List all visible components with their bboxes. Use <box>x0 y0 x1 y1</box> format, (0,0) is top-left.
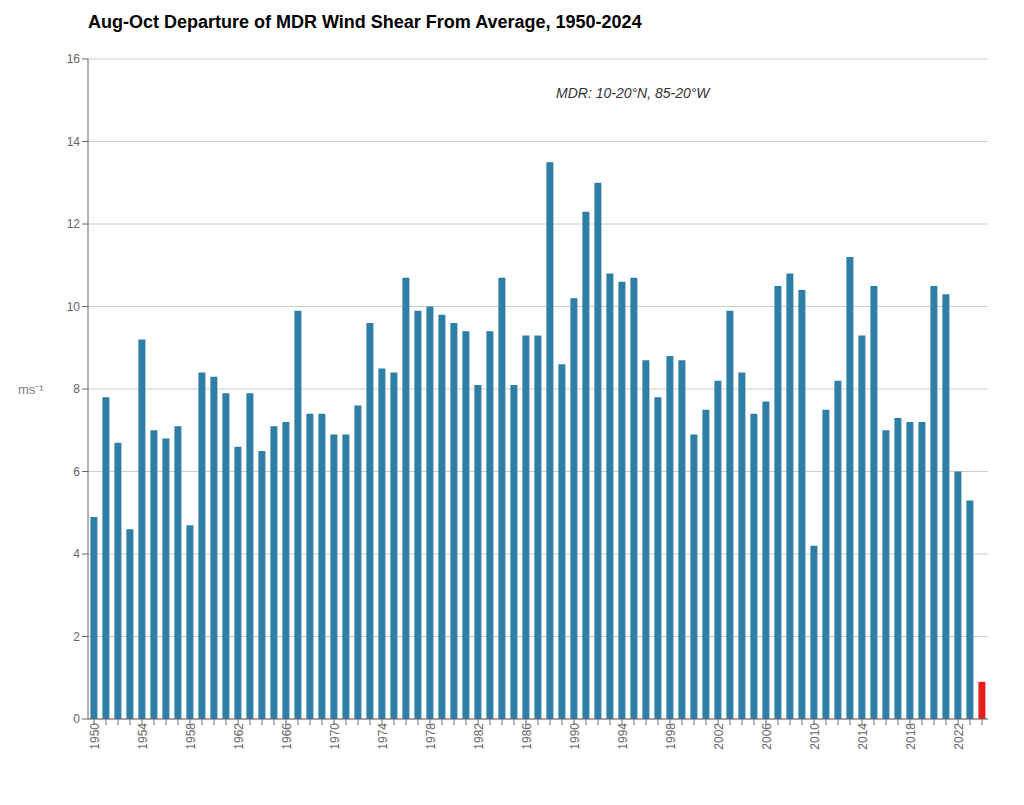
svg-text:1994: 1994 <box>616 723 630 750</box>
svg-text:1966: 1966 <box>280 723 294 750</box>
svg-text:12: 12 <box>67 217 81 231</box>
svg-text:2018: 2018 <box>904 723 918 750</box>
svg-text:1986: 1986 <box>520 723 534 750</box>
svg-text:ms⁻¹: ms⁻¹ <box>18 382 44 397</box>
svg-text:1958: 1958 <box>184 723 198 750</box>
svg-text:1950: 1950 <box>88 723 102 750</box>
svg-text:6: 6 <box>73 465 80 479</box>
html-text:Aug-Oct Departure of MDR Wind: Aug-Oct Departure of MDR Wind Shear From… <box>88 12 642 32</box>
svg-text:0: 0 <box>73 712 80 726</box>
svg-text:2: 2 <box>73 630 80 644</box>
svg-text:1978: 1978 <box>424 723 438 750</box>
svg-text:2010: 2010 <box>808 723 822 750</box>
svg-text:1998: 1998 <box>664 723 678 750</box>
svg-text:1990: 1990 <box>568 723 582 750</box>
svg-text:2006: 2006 <box>760 723 774 750</box>
svg-text:1962: 1962 <box>232 723 246 750</box>
svg-text:1982: 1982 <box>472 723 486 750</box>
svg-text:2002: 2002 <box>712 723 726 750</box>
svg-text:1970: 1970 <box>328 723 342 750</box>
svg-text:2014: 2014 <box>856 723 870 750</box>
svg-text:10: 10 <box>67 300 81 314</box>
svg-text:1974: 1974 <box>376 723 390 750</box>
svg-text:2022: 2022 <box>952 723 966 750</box>
html-text:MDR: 10-20°N, 85-20°W: MDR: 10-20°N, 85-20°W <box>556 85 710 102</box>
svg-text:14: 14 <box>67 135 81 149</box>
svg-text:1954: 1954 <box>136 723 150 750</box>
svg-text:4: 4 <box>73 547 80 561</box>
svg-text:8: 8 <box>73 382 80 396</box>
svg-text:16: 16 <box>67 52 81 66</box>
